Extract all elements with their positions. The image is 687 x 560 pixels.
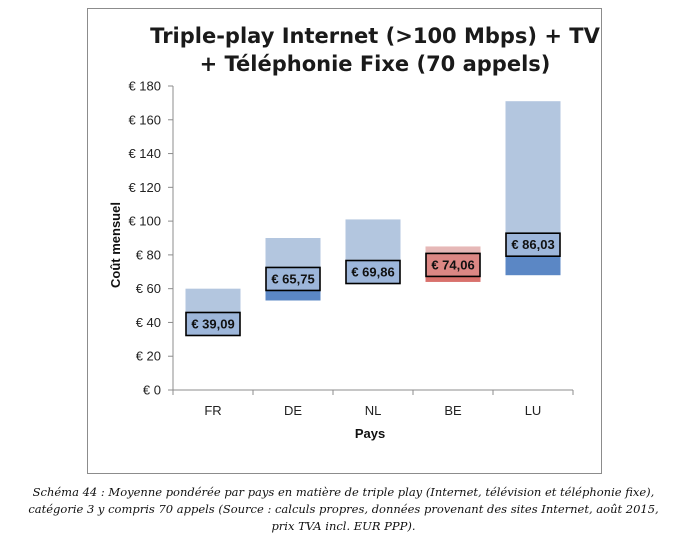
x-axis-title: Pays [355,426,385,441]
y-tick-label: € 80 [136,247,161,262]
average-label-box-lu [505,232,561,258]
plot-area: € 0 € 20 € 40 € 60 € 80 € 100 € 120 € 140 € 160 €… [128,79,574,418]
y-tick-label: € 160 [128,112,161,127]
y-tick-label: € 180 [128,79,161,94]
y-axis-title: Coût mensuel [108,202,123,288]
average-label-box-de [265,266,321,292]
y-tick-label: € 60 [136,281,161,296]
caption-line-3: prix TVA incl. EUR PPP). [271,519,416,533]
average-label-box-be [425,252,481,278]
average-label-box-nl [345,259,401,285]
x-tick-label-be: BE [444,403,462,418]
average-data-label-de: € 65,75 [271,271,314,286]
y-tick-label: € 0 [143,383,161,398]
figure-caption: Schéma 44 : Moyenne pondérée par pays en… [0,484,687,535]
chart-canvas: Triple-play Internet (>100 Mbps) + TV + … [108,24,601,441]
y-tick-label: € 100 [128,214,161,229]
chart-frame: Triple-play Internet (>100 Mbps) + TV + … [87,8,602,474]
chart-title-line-1: Triple-play Internet (>100 Mbps) + TV [150,24,600,48]
average-label-box-fr [185,311,241,337]
average-data-label-lu: € 86,03 [511,237,554,252]
x-tick-label-de: DE [284,403,302,418]
x-tick-label-fr: FR [204,403,221,418]
average-data-label-fr: € 39,09 [191,316,234,331]
caption-line-2: catégorie 3 y compris 70 appels (Source … [28,502,659,516]
y-tick-label: € 40 [136,315,161,330]
chart-title-line-2: + Téléphonie Fixe (70 appels) [200,52,551,76]
y-tick-label: € 120 [128,180,161,195]
x-tick-label-nl: NL [365,403,382,418]
x-tick-label-lu: LU [525,403,542,418]
y-tick-label: € 140 [128,146,161,161]
average-data-label-nl: € 69,86 [351,265,394,280]
y-tick-label: € 20 [136,349,161,364]
caption-line-1: Schéma 44 : Moyenne pondérée par pays en… [32,485,655,499]
average-data-label-be: € 74,06 [431,257,474,272]
